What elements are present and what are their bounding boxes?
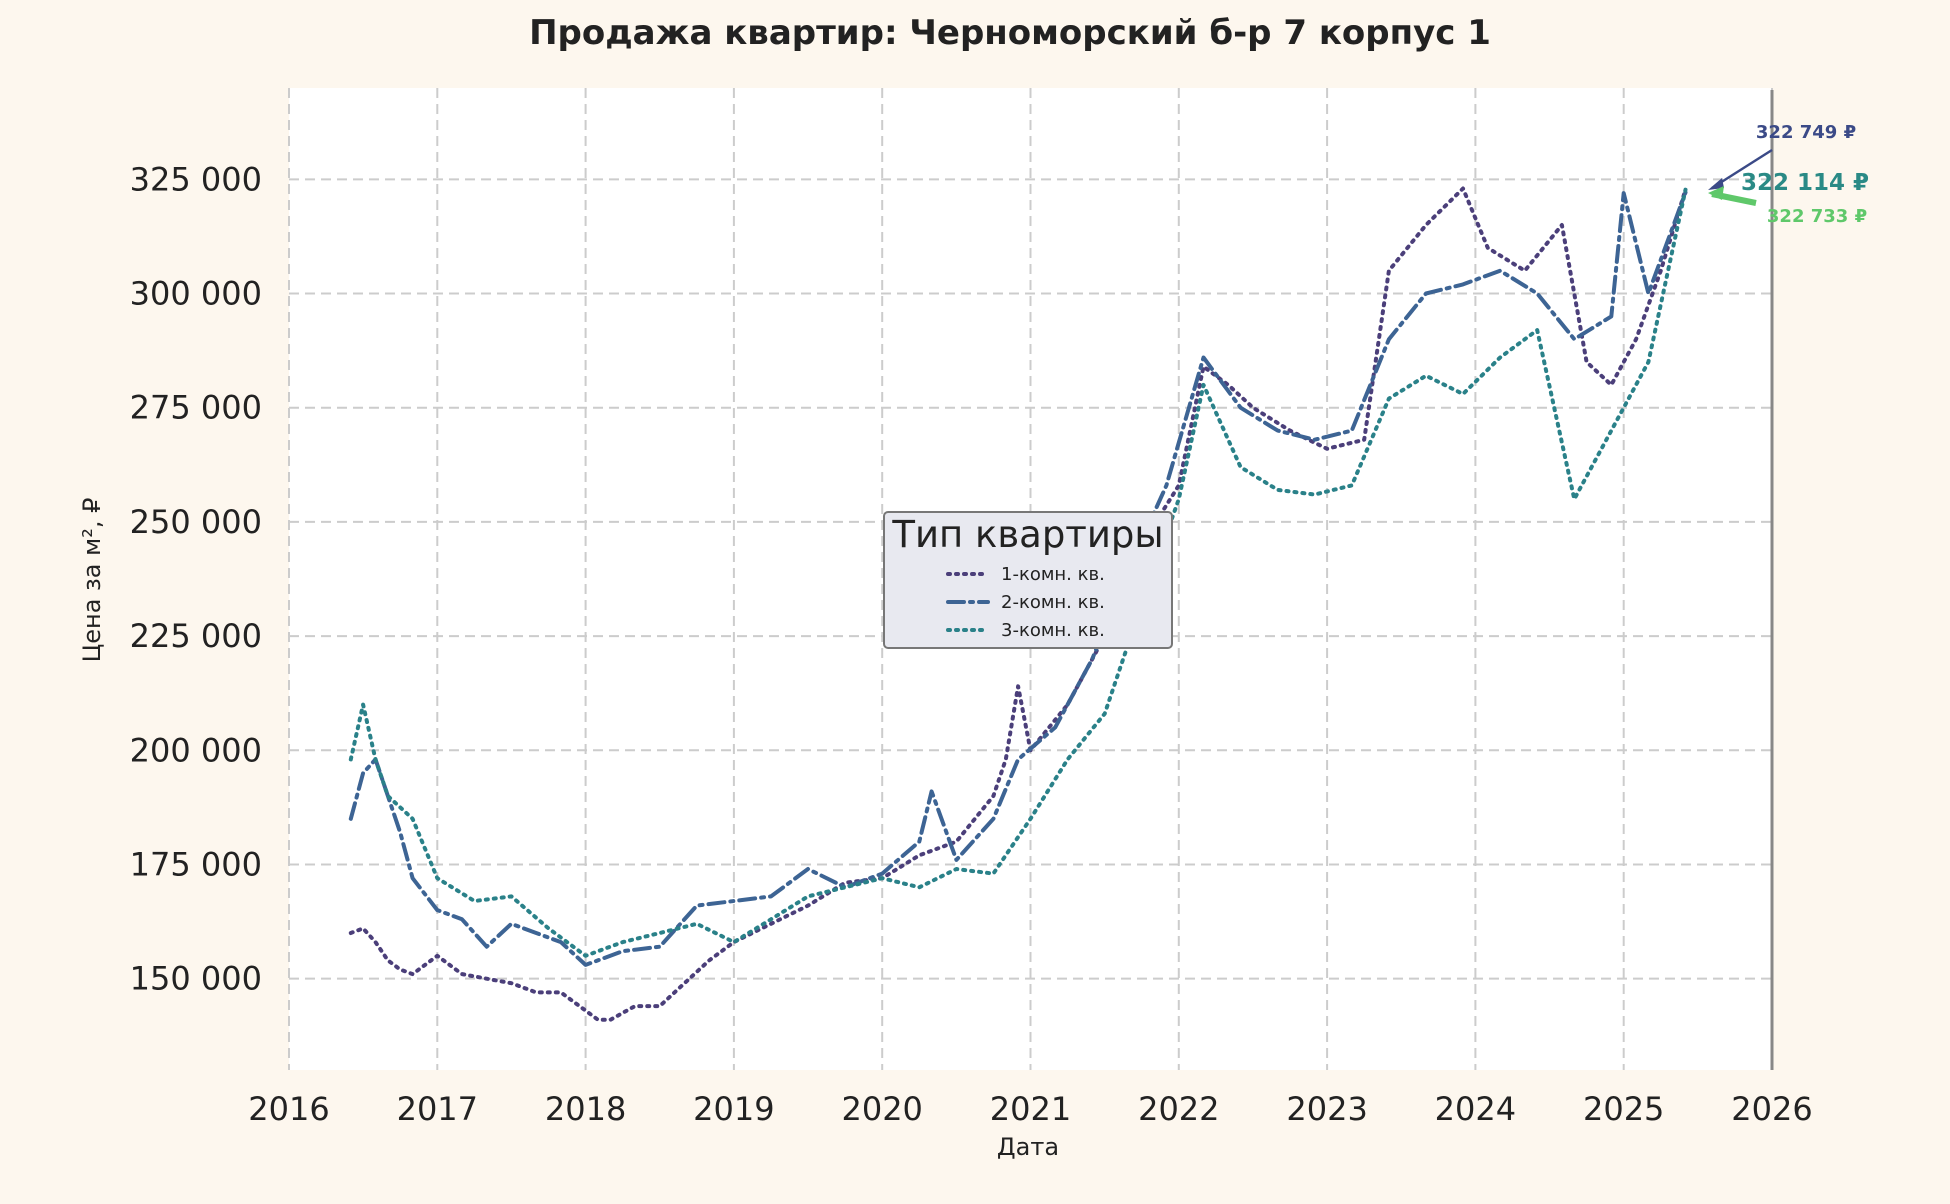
legend-item-label: 1-комн. кв. xyxy=(1001,564,1105,585)
chart-title: Продажа квартир: Черноморский б-р 7 корп… xyxy=(529,13,1491,53)
end-value-annotations: 322 749 ₽ 322 114 ₽ 322 733 ₽ xyxy=(1708,122,1869,227)
x-tick-label: 2026 xyxy=(1731,1090,1812,1128)
x-tick-label: 2018 xyxy=(545,1090,626,1128)
series-line-2 xyxy=(348,190,1688,967)
y-tick-label: 225 000 xyxy=(130,617,262,655)
x-tick-label: 2016 xyxy=(248,1090,329,1128)
series-layer xyxy=(348,186,1688,1022)
x-tick-label: 2024 xyxy=(1435,1090,1516,1128)
series-line-3 xyxy=(348,187,1688,958)
y-tick-label: 300 000 xyxy=(130,275,262,313)
x-tick-label: 2022 xyxy=(1138,1090,1219,1128)
legend-item-label: 2-комн. кв. xyxy=(1001,592,1105,613)
x-tick-label: 2023 xyxy=(1286,1090,1367,1128)
x-tick-label: 2025 xyxy=(1583,1090,1664,1128)
annotation-arrowhead xyxy=(1708,186,1724,200)
y-tick-labels: 150 000 175 000 200 000 225 000 250 000 275 0… xyxy=(130,160,262,997)
y-tick-label: 275 000 xyxy=(130,389,262,427)
x-tick-label: 2020 xyxy=(841,1090,922,1128)
annotation-label: 322 749 ₽ xyxy=(1756,122,1856,143)
y-tick-label: 250 000 xyxy=(130,503,262,541)
legend-items: 1-комн. кв. 2-комн. кв. 3-комн. кв. xyxy=(946,564,1105,641)
y-tick-label: 150 000 xyxy=(130,960,262,998)
x-tick-label: 2017 xyxy=(397,1090,478,1128)
y-tick-label: 200 000 xyxy=(130,731,262,769)
legend-box xyxy=(883,511,1173,649)
annotation-label: 322 114 ₽ xyxy=(1741,170,1869,196)
x-tick-label: 2019 xyxy=(693,1090,774,1128)
annotation-arrowhead xyxy=(1708,178,1724,190)
x-tick-label: 2021 xyxy=(990,1090,1071,1128)
legend: Тип квартиры 1-комн. кв. 2-комн. кв. 3-ком… xyxy=(883,511,1173,649)
x-tick-labels: 2016 2017 2018 2019 2020 2021 2022 2023 2024 2025… xyxy=(248,1090,1812,1128)
series-line-1 xyxy=(348,186,1688,1022)
y-tick-label: 175 000 xyxy=(130,845,262,883)
y-tick-label: 325 000 xyxy=(130,160,262,198)
y-axis-label: Цена за м², ₽ xyxy=(78,498,106,663)
legend-item-label: 3-комн. кв. xyxy=(1001,620,1105,641)
legend-title: Тип квартиры xyxy=(891,513,1163,556)
x-axis-label: Дата xyxy=(997,1133,1059,1161)
annotation-label: 322 733 ₽ xyxy=(1767,206,1867,227)
